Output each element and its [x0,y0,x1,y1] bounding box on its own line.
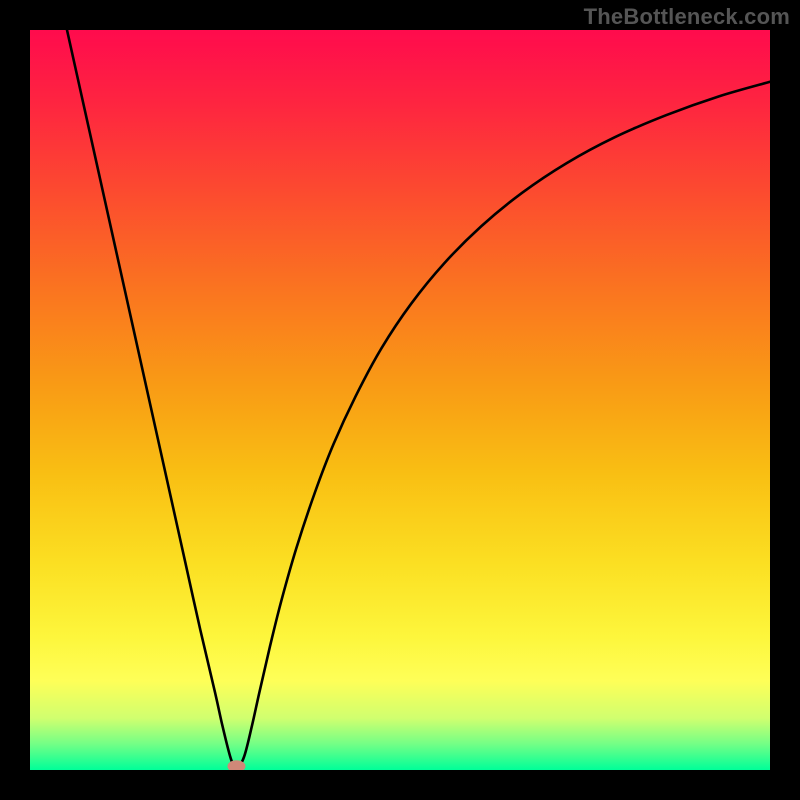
watermark-text: TheBottleneck.com [584,4,790,30]
plot-area [30,30,770,770]
chart-container: TheBottleneck.com [0,0,800,800]
plot-background [30,30,770,770]
